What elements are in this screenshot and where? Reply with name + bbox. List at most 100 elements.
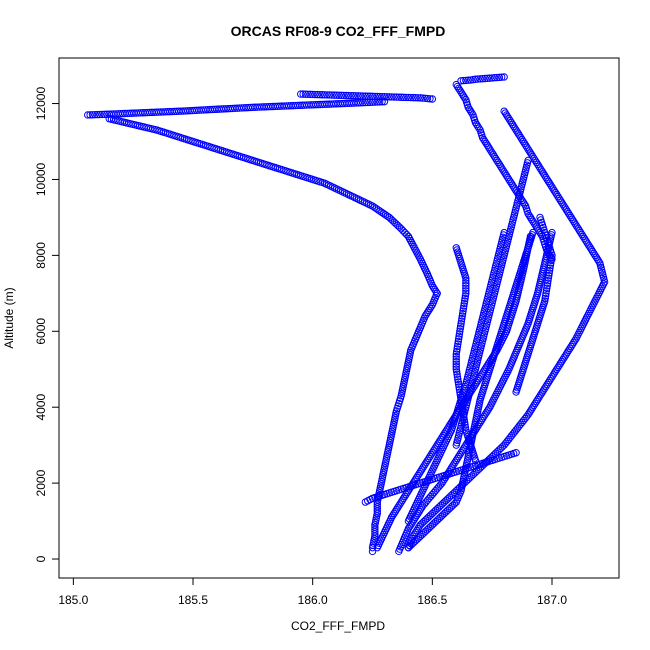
data-point: [478, 414, 487, 423]
data-point: [561, 204, 569, 212]
data-point: [520, 200, 529, 208]
data-point: [547, 256, 555, 265]
data-point: [457, 449, 465, 457]
data-point: [413, 526, 421, 535]
data-point: [481, 74, 489, 83]
data-point: [407, 93, 415, 102]
data-point: [490, 152, 499, 161]
data-point: [342, 91, 350, 100]
data-point: [500, 168, 508, 176]
data-point: [475, 124, 483, 132]
data-point: [390, 509, 398, 518]
data-point: [543, 380, 551, 389]
data-point: [399, 93, 408, 102]
data-point: [521, 141, 530, 149]
data-point: [512, 126, 520, 134]
data-point: [482, 363, 490, 372]
data-point: [542, 289, 550, 298]
data-point: [452, 355, 460, 363]
data-point: [415, 469, 423, 478]
data-point: [398, 496, 407, 504]
data-point: [456, 450, 464, 459]
data-point: [487, 147, 495, 155]
data-point: [512, 388, 520, 396]
data-point: [492, 348, 500, 356]
data-point: [475, 420, 483, 428]
x-tick-label: 185.5: [178, 593, 208, 607]
data-point: [378, 98, 386, 106]
data-point: [535, 162, 543, 170]
data-point: [325, 91, 334, 99]
data-point: [478, 134, 487, 142]
data-point: [541, 292, 550, 300]
data-point: [455, 330, 464, 338]
data-point: [526, 232, 535, 241]
data-point: [401, 228, 409, 237]
data-point: [452, 441, 460, 449]
data-point: [590, 249, 598, 258]
data-point: [316, 90, 324, 99]
data-point: [352, 92, 360, 100]
data-point: [507, 118, 516, 127]
y-tick-label: 4000: [34, 394, 48, 421]
data-point: [426, 95, 434, 103]
data-point: [543, 284, 551, 292]
data-point: [460, 94, 469, 102]
data-point: [404, 524, 413, 533]
data-point: [508, 181, 517, 189]
data-point: [542, 287, 551, 295]
data-point: [420, 462, 428, 470]
data-point: [452, 365, 460, 373]
data-point: [532, 158, 541, 167]
y-tick-label: 6000: [34, 318, 48, 345]
data-point: [556, 196, 565, 205]
data-point: [392, 505, 401, 514]
data-point: [330, 91, 338, 99]
data-point: [414, 471, 422, 480]
data-point: [450, 460, 458, 468]
data-point: [551, 367, 560, 375]
data-point: [458, 314, 466, 323]
data-point: [545, 269, 553, 277]
data-point: [483, 407, 492, 415]
data-point: [476, 75, 484, 83]
data-point: [93, 110, 101, 119]
data-point: [572, 221, 580, 229]
data-point: [370, 203, 379, 211]
data-point: [366, 98, 374, 107]
data-point: [399, 494, 408, 502]
data-point: [493, 73, 501, 82]
data-point: [301, 90, 310, 98]
data-point: [520, 139, 529, 148]
data-point: [349, 92, 358, 100]
data-point: [543, 282, 551, 290]
data-point: [390, 93, 398, 101]
data-point: [354, 92, 362, 100]
data-point: [490, 74, 499, 82]
data-point: [488, 74, 496, 82]
data-point: [495, 160, 504, 168]
data-point: [457, 319, 465, 328]
data-point: [337, 91, 346, 100]
data-point: [488, 149, 496, 157]
data-point: [374, 206, 382, 214]
data-point: [586, 244, 594, 252]
data-point: [486, 145, 494, 153]
data-point: [456, 327, 464, 335]
y-tick-label: 12000: [34, 87, 48, 121]
data-point: [499, 166, 507, 174]
data-point: [429, 283, 438, 292]
data-point: [486, 74, 494, 82]
data-point: [452, 350, 460, 358]
data-point: [505, 175, 513, 184]
data-point: [306, 90, 314, 99]
data-point: [593, 255, 602, 263]
data-point: [457, 88, 465, 96]
data-point: [504, 173, 512, 182]
data-point: [530, 401, 538, 409]
data-point: [458, 312, 466, 320]
data-point: [498, 73, 506, 81]
data-point: [484, 359, 493, 368]
data-point: [531, 399, 539, 408]
data-point: [569, 338, 578, 347]
